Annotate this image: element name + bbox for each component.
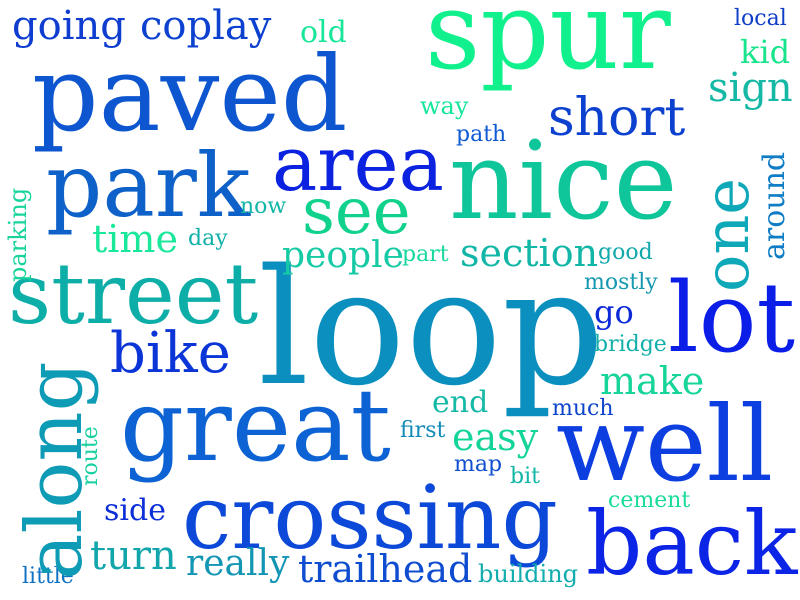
word-crossing: crossing — [182, 466, 558, 569]
word-side: side — [104, 493, 166, 528]
word-loop: loop — [258, 234, 605, 421]
word-parking: parking — [4, 187, 32, 282]
word-good: good — [598, 240, 653, 265]
word-sign: sign — [708, 65, 793, 111]
word-nice: nice — [449, 119, 678, 244]
word-paved: paved — [32, 33, 348, 155]
word-lot: lot — [668, 262, 796, 374]
word-well: well — [556, 383, 774, 505]
word-go: go — [594, 293, 634, 331]
word-building: building — [478, 560, 579, 588]
word-make: make — [600, 359, 705, 403]
word-street: street — [8, 245, 259, 343]
word-cement: cement — [608, 488, 691, 513]
word-going: going — [12, 3, 126, 49]
word-first: first — [400, 418, 446, 443]
word-area: area — [272, 119, 444, 208]
word-time: time — [92, 217, 178, 261]
word-back: back — [586, 492, 798, 595]
word-much: much — [552, 396, 614, 421]
word-bridge: bridge — [594, 332, 667, 357]
word-trailhead: trailhead — [298, 547, 473, 591]
word-kid: kid — [740, 33, 791, 71]
word-map: map — [454, 452, 503, 477]
word-day: day — [188, 226, 228, 251]
word-part: part — [402, 242, 449, 267]
word-turn: turn — [90, 533, 177, 579]
word-short: short — [548, 88, 686, 148]
word-bike: bike — [110, 321, 231, 386]
word-little: little — [22, 564, 74, 589]
word-local: local — [734, 6, 787, 31]
word-see: see — [302, 175, 411, 249]
word-now: now — [240, 194, 287, 219]
word-end: end — [432, 385, 489, 420]
word-really: really — [186, 543, 290, 584]
word-park: park — [46, 134, 251, 237]
word-coplay: coplay — [140, 3, 272, 49]
word-spur: spur — [425, 0, 671, 94]
word-people: people — [282, 235, 404, 276]
word-around: around — [757, 151, 792, 260]
word-path: path — [456, 122, 507, 147]
word-great: great — [120, 367, 391, 484]
word-route: route — [78, 426, 103, 486]
word-bit: bit — [510, 464, 540, 489]
word-old: old — [300, 15, 347, 50]
word-section: section — [460, 231, 599, 275]
word-easy: easy — [452, 415, 539, 459]
word-mostly: mostly — [584, 270, 658, 295]
word-one: one — [690, 178, 763, 292]
word-way: way — [420, 92, 469, 120]
